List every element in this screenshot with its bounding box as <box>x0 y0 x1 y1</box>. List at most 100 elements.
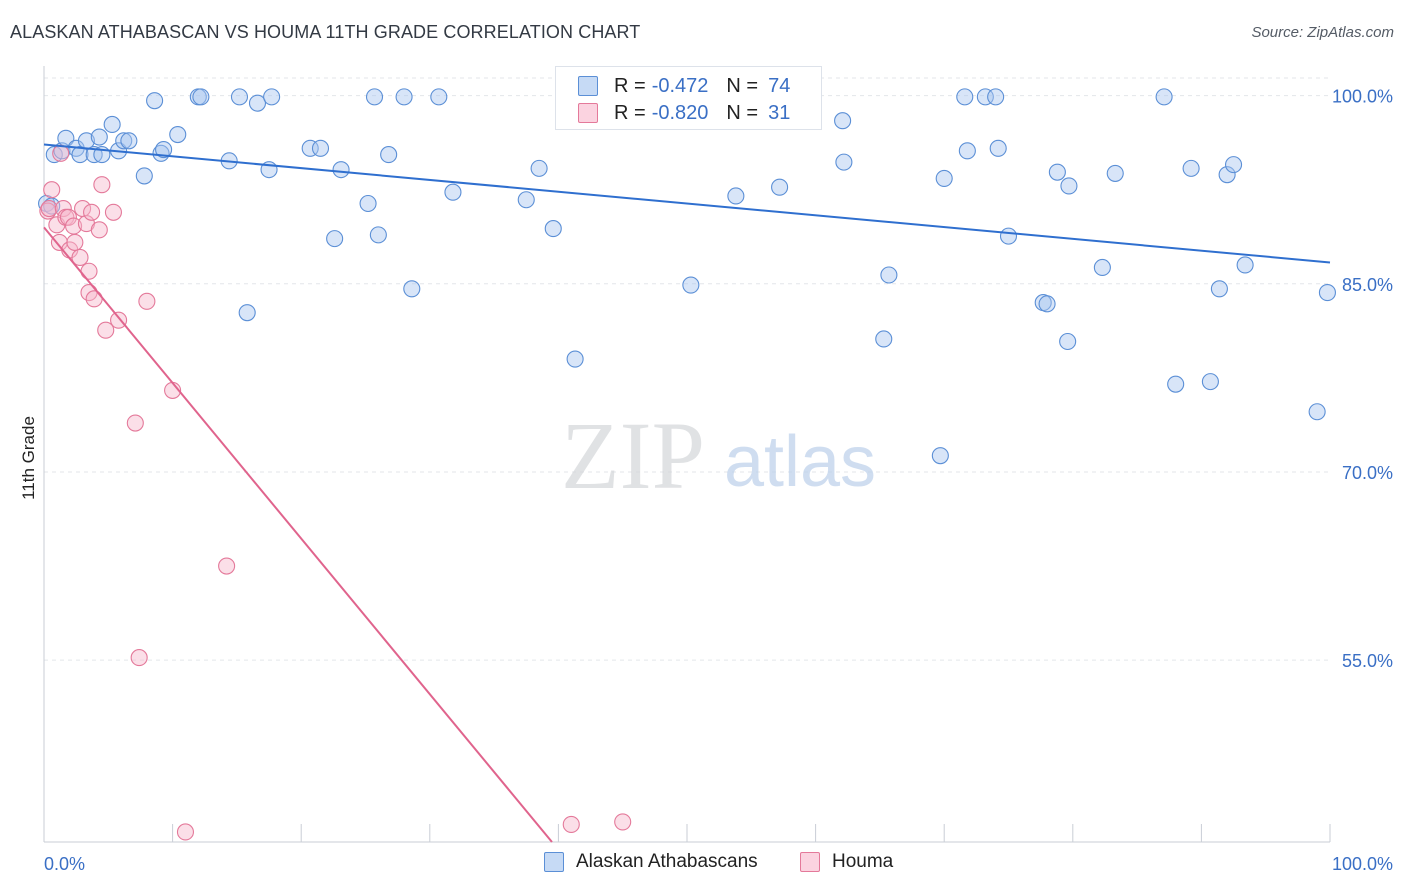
grid-lines <box>44 77 1330 661</box>
data-point <box>976 88 994 106</box>
data-point <box>1048 163 1066 181</box>
data-point <box>83 203 101 221</box>
data-point <box>176 823 195 841</box>
legend-swatch-pink <box>800 852 820 872</box>
tick-labels: 100.0% 85.0% 70.0% 55.0% 0.0% 100.0% <box>44 87 1393 874</box>
data-point <box>1218 166 1236 184</box>
data-point <box>989 139 1007 157</box>
data-point <box>104 203 122 221</box>
trend-lines <box>43 143 1331 843</box>
data-point <box>562 815 580 833</box>
data-point <box>1318 284 1336 302</box>
data-point <box>395 88 413 106</box>
series-legend: Alaskan Athabascans Houma <box>0 851 1406 877</box>
watermark-atlas: atlas <box>724 422 876 502</box>
data-point <box>359 194 377 213</box>
legend-n-label: N = <box>726 101 759 124</box>
data-point <box>66 233 84 251</box>
data-point <box>1225 156 1243 174</box>
data-point <box>369 226 387 244</box>
data-point <box>1059 332 1077 351</box>
data-point <box>71 146 89 164</box>
legend-row-blue: R = -0.472 N = 74 <box>578 73 790 99</box>
data-point <box>771 178 789 196</box>
data-point <box>1093 258 1111 277</box>
correlation-legend: R = -0.472 N = 74 R = -0.820 N = 31 <box>555 66 822 130</box>
legend-n-label: N = <box>726 74 759 97</box>
data-point <box>45 146 63 164</box>
data-point <box>138 292 156 310</box>
data-point <box>155 141 173 159</box>
legend-swatch-blue <box>578 76 598 96</box>
data-point <box>248 94 267 112</box>
data-point <box>956 88 974 106</box>
legend-r-value: -0.820 <box>651 101 709 124</box>
legend-item-houma[interactable]: Houma <box>800 851 893 873</box>
data-point <box>880 266 898 284</box>
data-point <box>90 128 108 146</box>
legend-row-pink: R = -0.820 N = 31 <box>578 100 790 126</box>
data-point <box>931 447 949 465</box>
data-point <box>126 414 144 432</box>
data-point <box>103 115 121 134</box>
data-point <box>1201 373 1219 391</box>
data-point <box>958 142 976 160</box>
data-point <box>120 132 138 150</box>
data-point <box>430 88 448 106</box>
data-point <box>218 557 236 575</box>
data-point <box>614 813 632 831</box>
data-point <box>43 181 61 199</box>
data-point <box>1060 177 1078 195</box>
data-point <box>365 88 384 106</box>
data-point <box>169 125 187 144</box>
series-alaskan-athabascans <box>38 88 1336 465</box>
data-point <box>90 221 108 239</box>
data-point <box>263 88 281 106</box>
data-point <box>230 88 249 106</box>
data-point <box>987 88 1005 106</box>
x-tick-label: 100.0% <box>1332 854 1393 874</box>
data-point <box>115 132 133 150</box>
data-point <box>71 248 89 266</box>
data-point <box>332 161 350 179</box>
data-point <box>135 167 153 185</box>
data-point <box>935 169 953 187</box>
trend-line <box>43 226 553 843</box>
trend-line <box>43 143 1331 264</box>
legend-n-value: 31 <box>768 101 791 124</box>
legend-swatch-pink <box>578 103 598 123</box>
data-point <box>544 220 562 238</box>
data-point <box>326 230 344 248</box>
y-tick-label: 100.0% <box>1332 87 1393 107</box>
data-point <box>59 208 77 226</box>
series-houma <box>39 144 632 841</box>
data-point <box>80 262 98 280</box>
data-point <box>835 153 853 171</box>
y-tick-label: 55.0% <box>1342 651 1393 671</box>
data-point <box>1155 88 1173 106</box>
axes <box>43 66 1331 843</box>
data-point <box>40 199 58 218</box>
data-point <box>52 144 70 162</box>
data-point <box>301 139 319 157</box>
data-point <box>403 280 421 298</box>
legend-item-alaskan-athabascans[interactable]: Alaskan Athabascans <box>544 851 758 873</box>
data-point <box>1236 256 1254 274</box>
data-point <box>1167 375 1185 393</box>
data-point <box>727 187 745 205</box>
data-point <box>146 92 164 110</box>
legend-r-value: -0.472 <box>651 74 709 97</box>
data-point <box>380 146 398 164</box>
chart-source: Source: ZipAtlas.com <box>1251 24 1394 41</box>
y-tick-label: 70.0% <box>1342 463 1393 483</box>
data-point <box>192 88 210 106</box>
data-point <box>93 176 111 194</box>
data-point <box>682 276 700 294</box>
legend-r-label: R = <box>614 74 646 97</box>
legend-n-value: 74 <box>768 74 791 97</box>
data-point <box>238 304 256 322</box>
data-point <box>1210 280 1228 298</box>
data-point <box>566 350 584 368</box>
data-point <box>444 183 462 201</box>
chart-title: ALASKAN ATHABASCAN VS HOUMA 11TH GRADE C… <box>10 22 641 42</box>
